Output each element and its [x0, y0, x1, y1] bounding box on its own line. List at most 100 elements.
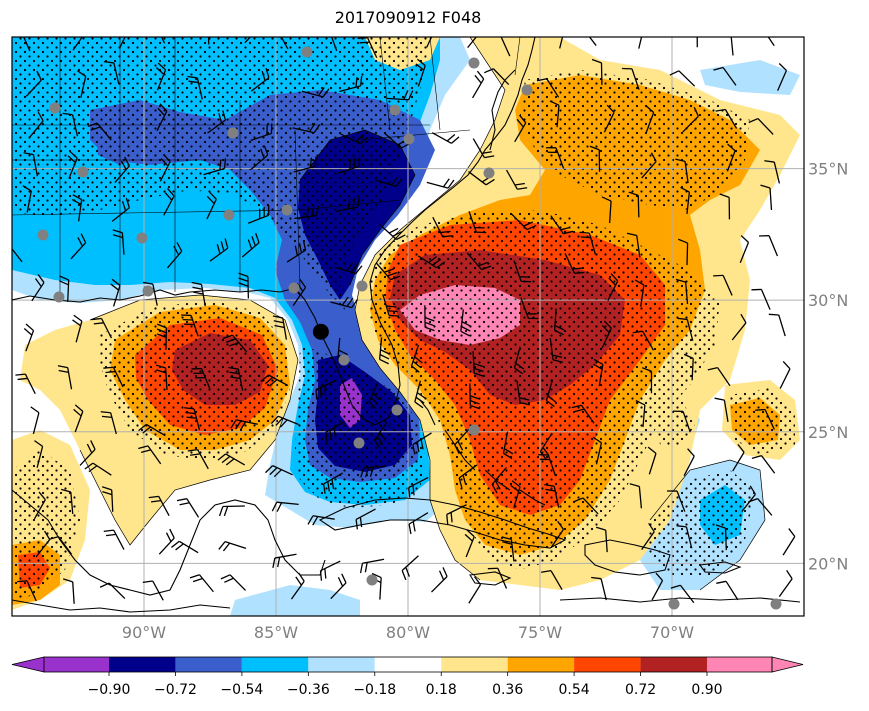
station-marker [37, 229, 49, 241]
wind-barb [514, 114, 527, 143]
colorbar-extend-high [771, 656, 804, 673]
station-marker [288, 282, 300, 294]
wind-barb [680, 186, 691, 214]
wind-barb [673, 410, 691, 433]
latitude-tick-labels: 35°N 30°N 25°N 20°N [808, 160, 848, 574]
wind-barb [601, 196, 612, 224]
wind-barb [677, 317, 694, 341]
wind-barb [714, 397, 729, 422]
wind-barb [539, 432, 553, 461]
wind-barb [222, 334, 248, 353]
wind-barbs [12, 37, 796, 604]
wind-barb [768, 313, 786, 337]
gridlines [12, 37, 804, 616]
wind-barb [682, 106, 699, 133]
wind-barb [112, 229, 125, 255]
wind-barb [99, 582, 126, 600]
station-marker [366, 574, 378, 586]
wind-barb [651, 572, 664, 601]
wind-barb [241, 233, 260, 258]
lat-tick-label: 25°N [808, 423, 848, 442]
wind-barb [675, 158, 689, 184]
wind-barb [57, 365, 73, 390]
wind-barb [23, 152, 38, 177]
colorbar-tick-label: 0.36 [492, 682, 523, 698]
wind-barb [431, 567, 448, 593]
colorbar-tick-label: 0.18 [426, 682, 457, 698]
wind-barb [472, 70, 485, 99]
wind-barb [293, 156, 317, 173]
wind-barb [741, 485, 756, 513]
wind-barb [415, 58, 426, 87]
wind-barb [207, 37, 210, 45]
wind-barb [280, 37, 289, 50]
wind-barb [759, 235, 779, 257]
wind-barb [683, 448, 695, 477]
wind-barb [715, 524, 727, 551]
wind-barb [501, 536, 515, 562]
wind-barb [290, 572, 305, 600]
station-marker [483, 167, 495, 179]
wind-barb [645, 105, 655, 134]
wind-barb [250, 67, 270, 92]
wind-barb [513, 260, 532, 283]
colorbar-outline [43, 656, 773, 673]
wind-barb [670, 584, 695, 604]
wind-barb [373, 421, 388, 449]
wind-barb [138, 423, 166, 437]
wind-barb [330, 296, 359, 309]
wind-barb [414, 380, 426, 409]
wind-barb [357, 37, 378, 59]
wind-barb [375, 262, 401, 281]
wind-barb [747, 497, 773, 516]
wind-barb [209, 238, 229, 262]
wind-barb [541, 570, 563, 590]
wind-barb [591, 576, 607, 601]
wind-barb [431, 132, 460, 144]
wind-barb [559, 37, 564, 49]
colorbar-tick-label: −0.36 [287, 682, 330, 698]
colorbar-segment [44, 657, 109, 672]
wind-barb [536, 78, 560, 98]
wind-barb [330, 37, 338, 52]
wind-barb [592, 436, 603, 465]
station-markers [37, 46, 782, 610]
colorbar-tick-label: 0.72 [625, 682, 656, 698]
lon-tick-label: 80°W [386, 623, 430, 642]
wind-barb [294, 205, 320, 220]
wind-barb [779, 361, 791, 389]
wind-barb [217, 453, 246, 466]
wind-barb [466, 252, 492, 271]
wind-barb [218, 505, 245, 517]
wind-barb [265, 465, 293, 478]
wind-barb [782, 528, 796, 556]
wind-barb [34, 440, 44, 468]
wind-barb [719, 193, 731, 220]
lon-tick-label: 90°W [122, 623, 166, 642]
lat-tick-label: 30°N [808, 291, 848, 310]
colorbar-tick-label: 0.54 [559, 682, 590, 698]
station-marker [403, 133, 415, 145]
wind-barb [374, 176, 403, 188]
wind-barb [206, 191, 217, 220]
wind-barb [544, 484, 560, 508]
wind-barb [516, 380, 530, 406]
wind-barb [564, 253, 585, 274]
wind-barb [713, 274, 733, 296]
wind-barb [483, 68, 510, 86]
wind-barb [79, 440, 96, 466]
wind-barb [550, 215, 574, 235]
wind-barb [458, 464, 478, 488]
wind-barb [272, 553, 297, 568]
wind-barb [549, 100, 560, 128]
lat-tick-label: 35°N [808, 160, 848, 179]
wind-barb [626, 232, 641, 258]
wind-barb [48, 536, 73, 555]
wind-barb [181, 314, 199, 337]
colorbar-tick-label: −0.18 [353, 682, 396, 698]
wind-barb [59, 275, 70, 302]
station-marker [227, 127, 239, 139]
wind-barb [72, 314, 83, 343]
wind-barb [410, 344, 423, 373]
wind-barb [103, 529, 125, 550]
